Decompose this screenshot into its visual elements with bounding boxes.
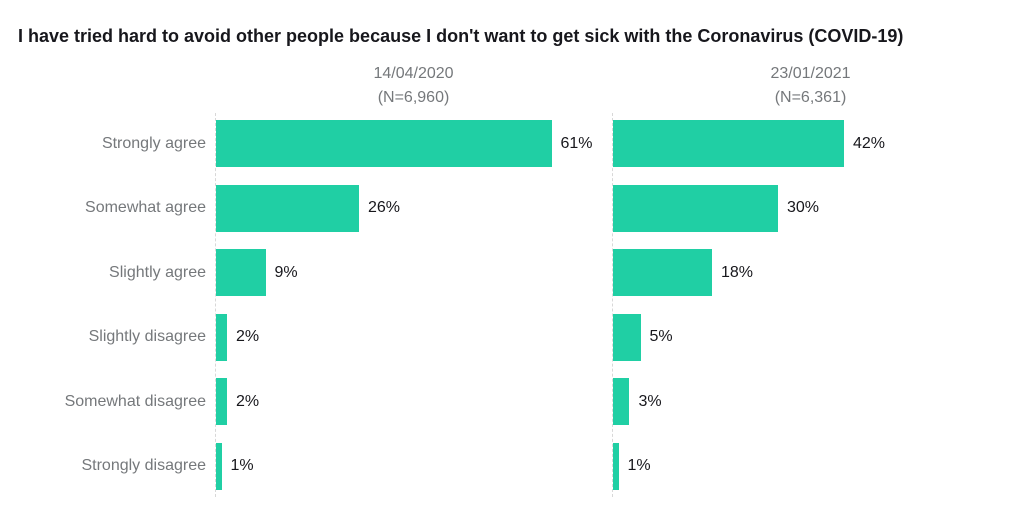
panel2-date-label: 23/01/2021 (770, 65, 851, 82)
bar-row: 42% (613, 120, 1009, 167)
bar-row: 5% (613, 313, 1009, 361)
category-label: Somewhat agree (85, 199, 206, 216)
bar-row: 18% (613, 249, 1009, 296)
bar-row: 2% (216, 378, 612, 425)
bar (613, 249, 712, 296)
panel2-header: 23/01/2021 (N=6,361) (612, 62, 1009, 110)
category-label: Strongly disagree (81, 457, 206, 474)
value-label: 1% (627, 457, 651, 474)
bar-row: 1% (216, 442, 612, 490)
value-label: 3% (638, 392, 662, 410)
bar (613, 378, 630, 425)
panel1-date-label: 14/04/2020 (373, 65, 454, 82)
category-label: Strongly agree (101, 134, 206, 152)
bar (613, 313, 641, 361)
bar-row: 26% (216, 184, 612, 232)
value-label: 5% (649, 328, 673, 345)
bar-row: 3% (613, 378, 1009, 425)
bar-row: 1% (613, 442, 1009, 490)
label-row: Strongly disagree (0, 443, 215, 490)
value-label: 61% (560, 134, 593, 152)
category-label: Slightly disagree (88, 328, 206, 345)
bar (216, 378, 227, 425)
chart-panel-2020: 61% 26% 9% 2% 2% 1% (215, 113, 612, 497)
value-label: 42% (853, 134, 886, 152)
bar (613, 184, 778, 232)
bar (216, 313, 227, 361)
category-label: Somewhat disagree (64, 392, 206, 410)
label-row: Somewhat agree (0, 185, 215, 232)
bar-row: 2% (216, 313, 612, 361)
label-row: Strongly agree (0, 120, 215, 167)
bar (216, 442, 222, 490)
bar-row: 30% (613, 184, 1009, 232)
value-label: 1% (230, 457, 254, 474)
bar-row: 61% (216, 120, 612, 167)
bar (613, 120, 844, 167)
bar (216, 120, 552, 167)
panel1-sample-size: (N=6,960) (377, 89, 450, 106)
panel2-sample-size: (N=6,361) (774, 89, 847, 106)
value-label: 30% (787, 199, 820, 216)
label-row: Slightly agree (0, 249, 215, 296)
label-row: Slightly disagree (0, 314, 215, 361)
bar (613, 442, 619, 490)
value-label: 9% (274, 263, 298, 281)
chart-title: I have tried hard to avoid other people … (18, 26, 904, 46)
value-label: 2% (236, 392, 260, 410)
panel1-header: 14/04/2020 (N=6,960) (215, 62, 612, 110)
label-row: Somewhat disagree (0, 378, 215, 425)
bar (216, 184, 359, 232)
value-label: 18% (721, 263, 754, 281)
bar (216, 249, 266, 296)
bar-row: 9% (216, 249, 612, 296)
value-label: 26% (368, 199, 401, 216)
category-label: Slightly agree (109, 263, 206, 281)
category-axis: Strongly agree Somewhat agree Slightly agr… (0, 113, 215, 490)
chart-panel-2021: 42% 30% 18% 5% 3% 1% (612, 113, 1009, 497)
value-label: 2% (236, 328, 260, 345)
